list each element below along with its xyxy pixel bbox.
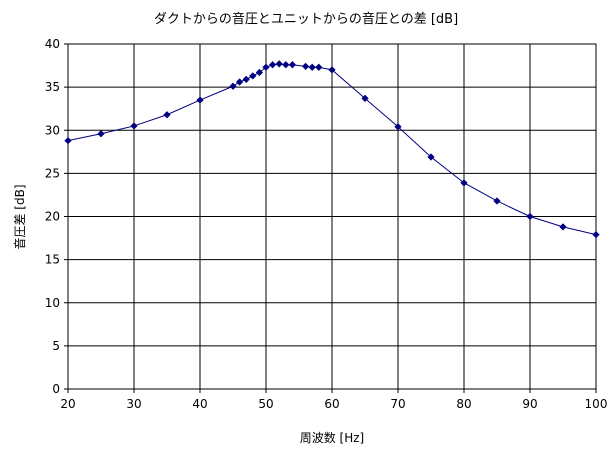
x-tick-label: 30: [126, 397, 141, 411]
data-point: [97, 130, 105, 138]
data-point: [249, 72, 257, 80]
y-tick-label: 35: [45, 80, 60, 94]
data-point: [427, 153, 435, 161]
data-point: [559, 223, 567, 231]
x-tick-label: 70: [390, 397, 405, 411]
data-point: [493, 197, 501, 205]
y-tick-label: 40: [45, 37, 60, 51]
y-tick-label: 5: [52, 339, 60, 353]
x-tick-label: 20: [60, 397, 75, 411]
data-point: [255, 68, 264, 77]
y-tick-label: 0: [52, 382, 60, 396]
x-tick-label: 80: [456, 397, 471, 411]
x-tick-label: 90: [522, 397, 537, 411]
horizontal-gridlines: [64, 43, 596, 390]
y-tick-label: 10: [45, 296, 60, 310]
data-point: [268, 61, 277, 69]
data-point: [526, 212, 534, 221]
data-point: [163, 111, 171, 119]
data-point: [242, 75, 250, 83]
data-point: [196, 96, 204, 104]
x-tick-label: 40: [192, 397, 207, 411]
series-layer: [64, 60, 600, 239]
y-tick-label: 20: [45, 210, 60, 224]
data-point: [288, 61, 297, 69]
x-tick-labels: 20 30 40 50 60 70 80 90 100: [60, 397, 607, 411]
x-tick-label: 100: [585, 397, 608, 411]
data-point: [394, 123, 402, 131]
x-axis-label: 周波数 [Hz]: [300, 430, 365, 445]
data-point: [308, 63, 316, 71]
data-point: [315, 63, 323, 71]
y-tick-labels: 0 5 10 15 20 25 30 35 40: [45, 37, 60, 396]
data-point: [130, 122, 138, 130]
data-point: [235, 78, 244, 86]
x-tick-label: 50: [258, 397, 273, 411]
y-axis-label: 音圧差 [dB]: [12, 184, 27, 249]
x-tick-label: 60: [324, 397, 339, 411]
data-point: [64, 136, 72, 145]
data-point: [229, 82, 237, 90]
data-point: [301, 62, 310, 71]
data-point: [460, 179, 468, 187]
y-tick-label: 30: [45, 123, 60, 137]
data-point: [328, 66, 336, 74]
y-tick-label: 15: [45, 253, 60, 267]
data-point: [361, 94, 369, 102]
data-point: [282, 61, 290, 69]
data-point: [592, 230, 600, 239]
data-point: [275, 60, 283, 68]
chart-title: ダクトからの音圧とユニットからの音圧との差 [dB]: [154, 11, 458, 27]
y-tick-label: 25: [45, 166, 60, 180]
data-point: [262, 63, 270, 71]
